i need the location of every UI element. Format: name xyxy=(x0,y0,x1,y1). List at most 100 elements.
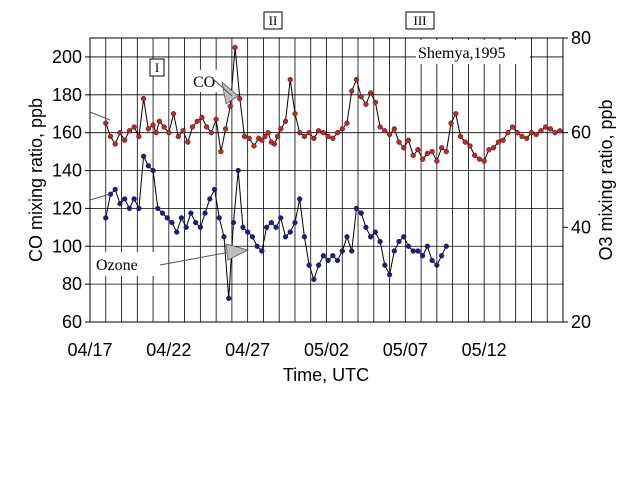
data-point xyxy=(103,215,109,221)
data-point xyxy=(519,133,525,140)
data-point xyxy=(349,248,355,254)
data-point xyxy=(278,126,284,132)
data-point xyxy=(262,133,268,140)
data-point xyxy=(174,229,180,235)
data-point xyxy=(495,139,502,145)
left-tick-label: 200 xyxy=(52,47,82,67)
data-point xyxy=(306,130,312,136)
data-point xyxy=(207,196,213,202)
data-point xyxy=(153,130,159,136)
data-point xyxy=(344,234,350,240)
data-point xyxy=(429,257,435,264)
co-arrow-head xyxy=(221,80,239,105)
right-axis-title: O3 mixing ratio, ppb xyxy=(596,99,616,260)
data-point xyxy=(438,253,445,259)
x-tick-label: 04/17 xyxy=(67,340,112,360)
data-point xyxy=(396,238,402,245)
data-point xyxy=(164,215,170,221)
data-point xyxy=(349,88,355,94)
data-point xyxy=(467,143,473,149)
data-point xyxy=(358,210,364,216)
data-point xyxy=(306,262,312,268)
data-point xyxy=(438,145,445,151)
data-point xyxy=(330,135,336,141)
co-label: CO xyxy=(193,74,215,91)
data-point xyxy=(230,219,237,226)
data-point xyxy=(287,229,293,235)
data-point xyxy=(486,147,492,153)
data-point xyxy=(386,131,393,138)
right-tick-label: 60 xyxy=(571,123,591,143)
data-point xyxy=(401,234,407,240)
data-point xyxy=(273,224,279,230)
data-point xyxy=(457,133,464,140)
data-point xyxy=(367,234,374,240)
left-tick-label: 160 xyxy=(52,123,82,143)
data-point xyxy=(339,126,345,132)
data-point xyxy=(218,148,224,155)
data-point xyxy=(259,137,265,143)
data-point xyxy=(509,124,516,130)
data-point xyxy=(391,126,397,132)
data-point xyxy=(547,126,554,132)
data-point xyxy=(246,135,252,141)
data-point xyxy=(251,143,257,149)
data-point xyxy=(301,234,308,240)
data-point xyxy=(237,95,243,102)
data-point xyxy=(131,196,137,202)
x-tick-label: 04/27 xyxy=(225,340,270,360)
data-point xyxy=(292,111,298,117)
data-point xyxy=(122,137,128,143)
data-point xyxy=(415,248,421,254)
data-point xyxy=(311,135,317,141)
event-1-box xyxy=(149,58,165,77)
ozone-pointer-left xyxy=(89,193,111,201)
co-arrow-line xyxy=(211,77,233,97)
data-point xyxy=(410,248,416,254)
data-point xyxy=(204,124,210,130)
data-point xyxy=(240,224,246,230)
x-tick-label: 04/22 xyxy=(146,340,191,360)
x-tick-label: 05/07 xyxy=(383,340,428,360)
event-1-label: I xyxy=(155,60,159,75)
right-tick-label: 40 xyxy=(571,217,591,237)
ozone-arrow-line xyxy=(159,251,231,266)
co-pointer-left xyxy=(89,111,111,121)
data-point xyxy=(552,130,558,136)
ozone-arrow-head xyxy=(225,243,250,261)
data-point xyxy=(185,139,191,145)
x-axis-title: Time, UTC xyxy=(283,365,369,385)
left-tick-label: 80 xyxy=(62,274,82,294)
data-point xyxy=(391,248,397,254)
data-point xyxy=(358,94,364,100)
data-point xyxy=(424,150,431,157)
data-point xyxy=(112,186,118,193)
data-point xyxy=(268,219,274,226)
data-point xyxy=(424,243,431,249)
data-point xyxy=(372,99,379,106)
data-point xyxy=(150,167,156,174)
data-point xyxy=(222,126,229,132)
data-point xyxy=(443,243,449,249)
data-point xyxy=(155,205,161,212)
data-point xyxy=(292,219,298,226)
data-point xyxy=(265,130,271,136)
data-point xyxy=(122,196,128,202)
data-point xyxy=(180,128,186,134)
series-co xyxy=(103,44,563,164)
data-point xyxy=(481,158,487,164)
ozone-label: Ozone xyxy=(96,257,138,274)
data-point xyxy=(145,163,151,169)
data-point xyxy=(136,133,142,140)
data-point xyxy=(353,77,360,83)
left-tick-label: 100 xyxy=(52,236,82,256)
x-tick-label: 05/02 xyxy=(304,340,349,360)
data-point xyxy=(271,141,278,147)
data-point xyxy=(175,133,181,140)
data-point xyxy=(161,124,167,130)
data-point xyxy=(213,116,219,123)
grid-lines xyxy=(89,38,564,323)
data-point xyxy=(199,114,205,121)
data-point xyxy=(156,118,163,124)
data-point xyxy=(557,128,563,134)
